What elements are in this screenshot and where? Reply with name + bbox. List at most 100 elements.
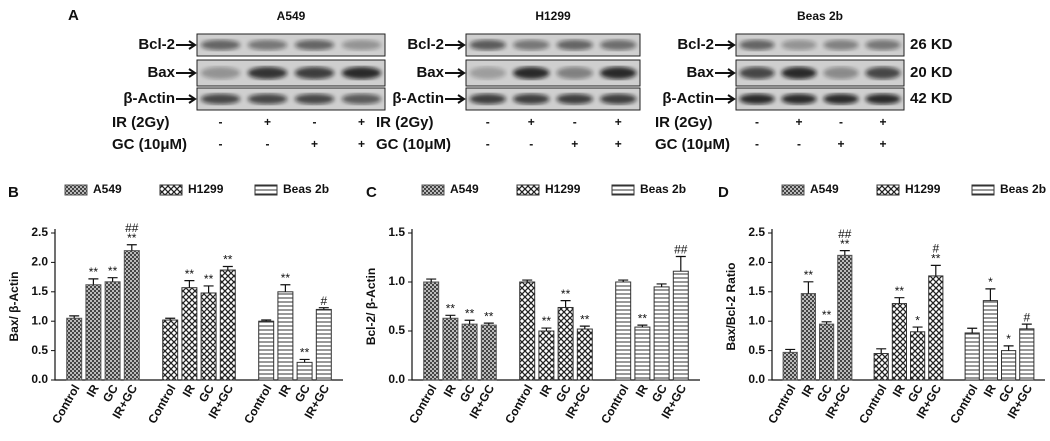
treatment-sign: -	[573, 115, 577, 129]
significance: #	[1023, 310, 1030, 324]
treatment-sign: -	[266, 137, 270, 151]
x-tick-label: Control	[241, 382, 274, 426]
blot-band	[823, 93, 859, 105]
bar	[66, 317, 83, 381]
blot-title: A549	[277, 9, 306, 23]
bar	[538, 330, 555, 381]
blot-band	[247, 66, 288, 80]
x-tick-label: Control	[49, 382, 82, 426]
bar	[1019, 328, 1035, 381]
significance: **	[108, 264, 118, 278]
treatment-sign: +	[571, 137, 578, 151]
error-bar	[1003, 345, 1014, 351]
blot-title: H1299	[535, 9, 571, 23]
blot-band	[512, 39, 550, 51]
error-bar	[280, 284, 291, 292]
significance: **	[185, 267, 195, 281]
y-axis-label: Bax/ β-Actin	[7, 271, 21, 341]
bar	[219, 269, 236, 381]
row-label: Bax	[416, 64, 444, 81]
significance: **	[465, 306, 475, 320]
legend-label: A549	[810, 182, 839, 196]
x-tick-label: IR	[633, 382, 651, 400]
treatment-sign: +	[615, 115, 622, 129]
bar	[200, 292, 217, 381]
treatment-label: IR (2Gy)	[112, 114, 170, 131]
blot-strip	[196, 87, 386, 111]
treatment-sign: +	[795, 115, 802, 129]
significance: **	[281, 271, 291, 285]
blot-strip	[735, 33, 905, 57]
significance: **	[840, 237, 850, 251]
error-bar	[445, 314, 456, 319]
blot-band	[341, 66, 382, 80]
treatment-sign: -	[313, 115, 317, 129]
blot-band	[823, 66, 859, 80]
blot-band	[865, 66, 901, 80]
error-bar	[675, 255, 686, 272]
legend-label: H1299	[188, 182, 224, 196]
row-label: β-Actin	[662, 90, 714, 107]
bar	[819, 323, 835, 381]
y-tick-label: 0.0	[31, 372, 48, 386]
blot-band	[556, 39, 594, 51]
bar	[576, 328, 593, 381]
bar	[181, 287, 198, 381]
row-label: Bcl-2	[138, 36, 175, 53]
arrow	[715, 40, 736, 50]
error-bar	[261, 319, 272, 322]
bar	[442, 317, 459, 381]
y-tick-label: 2.0	[748, 255, 765, 269]
significance: *	[988, 275, 993, 289]
treatment-label: GC (10μM)	[112, 136, 187, 153]
y-tick-label: 0.5	[31, 343, 48, 357]
bar	[461, 323, 478, 381]
blot-band	[865, 93, 901, 105]
legend-label: Beas 2b	[640, 182, 686, 196]
bar	[519, 281, 536, 381]
error-bar	[165, 317, 176, 321]
blot-band	[200, 39, 241, 51]
blot-strip	[465, 33, 641, 57]
legend-swatch	[611, 184, 635, 196]
arrow	[176, 40, 197, 50]
error-bar	[126, 244, 137, 251]
legend-label: A549	[93, 182, 122, 196]
significance: **	[895, 284, 905, 298]
arrow	[445, 40, 466, 50]
bar	[653, 286, 670, 381]
panel-label: C	[366, 184, 377, 201]
treatment-sign: +	[311, 137, 318, 151]
arrow	[445, 94, 466, 104]
significance: **	[446, 301, 456, 315]
bar	[910, 331, 926, 381]
bar	[315, 308, 332, 381]
treatment-sign: +	[879, 115, 886, 129]
blot-band	[865, 39, 901, 51]
row-label: Bax	[686, 64, 714, 81]
panel-label: B	[8, 184, 19, 201]
significance: **	[223, 253, 233, 267]
legend-swatch	[64, 184, 88, 196]
significance: **	[931, 252, 941, 266]
error-bar	[69, 315, 80, 319]
significance: **	[89, 265, 99, 279]
size-label: 26 KD	[910, 36, 953, 53]
x-tick-label: IR	[84, 382, 102, 400]
error-bar	[522, 279, 533, 282]
blot-strip	[465, 87, 641, 111]
blot-band	[556, 93, 594, 105]
blot-band	[599, 66, 637, 80]
error-bar	[876, 348, 887, 354]
treatment-label: GC (10μM)	[376, 136, 451, 153]
error-bar	[107, 277, 118, 282]
row-label: β-Actin	[123, 90, 175, 107]
blot-band	[200, 66, 241, 80]
error-bar	[222, 265, 233, 271]
x-tick-label: Control	[947, 382, 980, 426]
blot-band	[469, 66, 507, 80]
error-bar	[1021, 323, 1032, 329]
legend-label: Beas 2b	[283, 182, 329, 196]
bar	[423, 281, 440, 381]
bar	[162, 319, 179, 381]
